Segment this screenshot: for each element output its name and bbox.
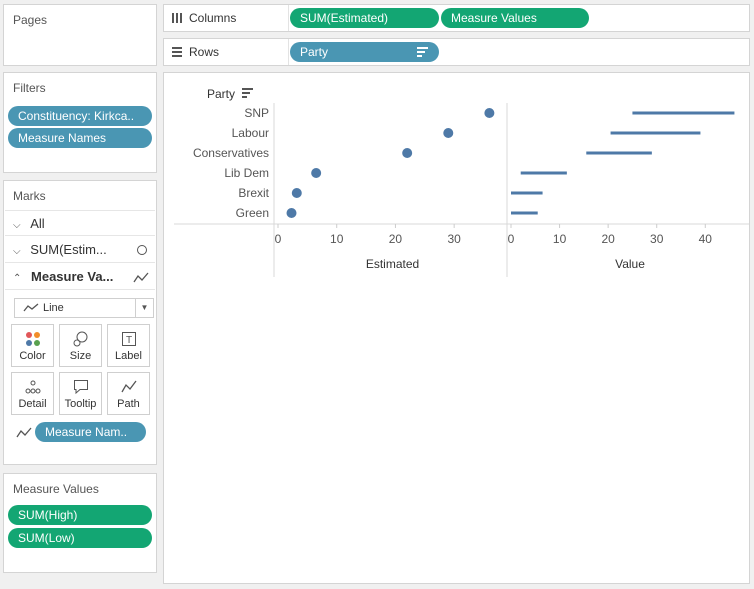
- tooltip-button[interactable]: Tooltip: [59, 372, 102, 415]
- data-point: [286, 208, 297, 218]
- rows-shelf[interactable]: Rows Party: [163, 38, 750, 66]
- path-pill-measure-names[interactable]: Measure Nam..: [35, 422, 146, 442]
- marks-row-sum-estimated[interactable]: ⌵ SUM(Estim...: [5, 237, 155, 263]
- size-button-label: Size: [69, 350, 92, 362]
- mark-type-label: Line: [43, 302, 64, 314]
- measure-pill-low[interactable]: SUM(Low): [8, 528, 152, 548]
- line-mark-icon: [133, 272, 149, 283]
- tooltip-button-label: Tooltip: [64, 398, 97, 410]
- marks-row-all[interactable]: ⌵ All: [5, 210, 155, 236]
- x-tick-label: 10: [553, 232, 567, 246]
- label-icon: T: [122, 332, 136, 346]
- path-button[interactable]: Path: [107, 372, 150, 415]
- row-header[interactable]: Party: [207, 87, 254, 101]
- axis-title: Value: [615, 257, 645, 271]
- filters-title: Filters: [13, 81, 46, 95]
- filters-card: Filters Constituency: Kirkca.. Measure N…: [3, 72, 157, 173]
- shelf-divider: [288, 39, 289, 65]
- category-label: Conservatives: [193, 146, 269, 160]
- marks-card: Marks ⌵ All ⌵ SUM(Estim... ⌃ Measure Va.…: [3, 180, 157, 465]
- x-tick-label: 30: [650, 232, 664, 246]
- circle-mark-icon: [137, 245, 147, 255]
- sort-icon: [417, 47, 428, 57]
- marks-row-measure-values[interactable]: ⌃ Measure Va...: [5, 264, 155, 290]
- color-icon: [26, 332, 40, 346]
- x-tick-label: 0: [275, 232, 282, 246]
- viz-canvas: Party SNP Labour Conservatives Lib Dem Brexi…: [163, 72, 750, 584]
- measure-values-card: Measure Values SUM(High) SUM(Low): [3, 473, 157, 573]
- category-label: SNP: [244, 106, 269, 120]
- shelf-divider: [288, 5, 289, 31]
- columns-label: Columns: [189, 11, 237, 25]
- color-button[interactable]: Color: [11, 324, 54, 367]
- category-label: Brexit: [238, 186, 269, 200]
- rows-label: Rows: [189, 45, 220, 59]
- label-button[interactable]: T Label: [107, 324, 150, 367]
- path-icon: [121, 380, 137, 393]
- marks-row-all-label: All: [30, 216, 45, 231]
- row-header-label: Party: [207, 87, 236, 101]
- column-pill-measure-values[interactable]: Measure Values: [441, 8, 589, 28]
- color-button-label: Color: [19, 350, 46, 362]
- axis-title: Estimated: [366, 257, 419, 271]
- data-point: [402, 148, 413, 158]
- x-tick-label: 10: [330, 232, 344, 246]
- detail-button[interactable]: Detail: [11, 372, 54, 415]
- chart-svg: SNP Labour Conservatives Lib Dem Brexit Green…: [174, 103, 749, 277]
- label-button-label: Label: [115, 350, 142, 362]
- chevron-up-icon: ⌃: [13, 273, 22, 284]
- measure-pill-high[interactable]: SUM(High): [8, 505, 152, 525]
- marks-row-sum-estimated-label: SUM(Estim...: [30, 242, 107, 257]
- size-icon: [73, 331, 88, 347]
- pages-title: Pages: [13, 13, 48, 27]
- row-pill-party[interactable]: Party: [290, 42, 439, 62]
- filter-pill-measure-names[interactable]: Measure Names: [8, 128, 152, 148]
- data-point: [443, 128, 454, 138]
- columns-icon: [172, 13, 182, 23]
- tooltip-icon: [74, 380, 88, 395]
- mark-type-dropdown[interactable]: Line ▼: [14, 298, 154, 318]
- path-button-label: Path: [117, 398, 140, 410]
- line-icon: [23, 303, 39, 312]
- svg-text:T: T: [126, 335, 132, 346]
- sort-icon: [242, 88, 254, 98]
- category-label: Labour: [232, 126, 269, 140]
- path-line-icon: [16, 427, 32, 438]
- marks-row-measure-values-label: Measure Va...: [31, 269, 114, 284]
- chevron-down-icon: ⌵: [13, 246, 21, 257]
- category-label: Lib Dem: [224, 166, 269, 180]
- detail-icon: [25, 380, 41, 394]
- x-tick-label: 20: [389, 232, 403, 246]
- filter-pill-constituency[interactable]: Constituency: Kirkca..: [8, 106, 152, 126]
- chevron-down-icon: ⌵: [13, 220, 21, 231]
- x-tick-label: 0: [508, 232, 515, 246]
- x-tick-label: 30: [447, 232, 461, 246]
- data-point: [311, 168, 322, 178]
- detail-button-label: Detail: [18, 398, 47, 410]
- measure-values-title: Measure Values: [13, 482, 99, 496]
- data-point: [291, 188, 302, 198]
- size-button[interactable]: Size: [59, 324, 102, 367]
- x-tick-label: 40: [699, 232, 713, 246]
- dropdown-arrow-icon: ▼: [135, 299, 153, 317]
- column-pill-sum-estimated[interactable]: SUM(Estimated): [290, 8, 439, 28]
- data-point: [484, 108, 495, 118]
- columns-shelf[interactable]: Columns SUM(Estimated) Measure Values: [163, 4, 750, 32]
- category-label: Green: [236, 206, 269, 220]
- marks-title: Marks: [13, 189, 46, 203]
- pages-card[interactable]: Pages: [3, 4, 157, 66]
- x-tick-label: 20: [601, 232, 615, 246]
- rows-icon: [172, 47, 182, 57]
- row-pill-party-label: Party: [300, 45, 329, 59]
